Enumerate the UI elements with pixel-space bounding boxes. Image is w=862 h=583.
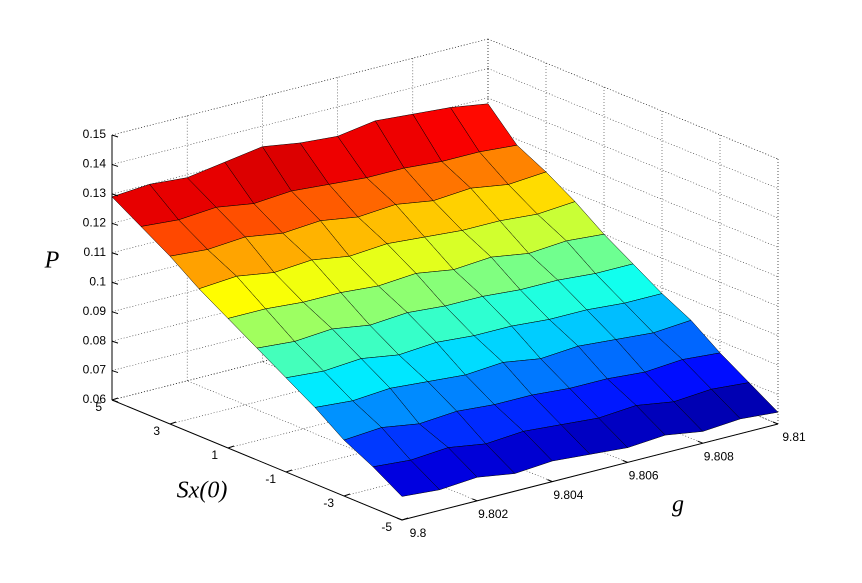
z-tick — [111, 399, 119, 403]
z-tick-label: 0.06 — [83, 392, 107, 406]
grid-line — [487, 156, 779, 278]
surface — [111, 103, 779, 497]
y-tick-label: -5 — [381, 520, 392, 534]
grid-line — [187, 380, 478, 502]
y-tick — [401, 517, 409, 521]
y-tick-label: -3 — [323, 496, 334, 510]
z-tick-label: 0.15 — [83, 127, 107, 141]
z-tick-label: 0.08 — [83, 333, 107, 347]
z-tick — [111, 222, 119, 226]
y-tick-label: 5 — [95, 400, 102, 414]
y-tick-label: 1 — [211, 448, 218, 462]
z-tick-label: 0.07 — [83, 363, 107, 377]
z-axis-label: P — [44, 248, 60, 274]
y-tick — [285, 469, 293, 473]
y-tick — [169, 421, 177, 425]
x-axis-line — [401, 423, 779, 521]
axes: 9.8 9.802 9.804 9.806 9.808 9.81 -5 -3 -1 1 3 50.06… — [83, 127, 806, 540]
x-tick-label: 9.804 — [553, 488, 583, 502]
x-tick-label: 9.808 — [704, 449, 734, 463]
z-tick-label: 0.14 — [83, 157, 107, 171]
y-axis-label: Sx(0) — [177, 478, 228, 504]
grid-line — [487, 185, 779, 307]
y-tick — [111, 397, 119, 401]
y-tick — [227, 445, 235, 449]
x-tick — [472, 498, 478, 502]
z-tick — [111, 311, 119, 315]
z-tick — [111, 281, 119, 285]
grid-line — [487, 127, 779, 248]
x-tick — [772, 421, 779, 425]
x-tick — [622, 459, 628, 463]
y-tick — [343, 493, 351, 497]
grid-line — [487, 68, 779, 189]
x-tick-label: 9.806 — [629, 469, 659, 483]
x-axis-label: g — [672, 492, 684, 518]
y-tick-label: 3 — [153, 424, 160, 438]
z-tick-label: 0.09 — [83, 304, 107, 318]
z-tick — [111, 163, 119, 167]
x-tick — [547, 479, 553, 483]
x-tick-label: 9.81 — [782, 430, 806, 444]
z-tick-label: 0.11 — [84, 245, 107, 259]
z-tick — [111, 134, 119, 138]
z-tick-label: 0.1 — [89, 274, 106, 288]
x-tick-label: 9.802 — [478, 507, 508, 521]
x-tick — [396, 517, 403, 521]
z-tick — [111, 193, 119, 197]
z-tick-label: 0.13 — [83, 186, 107, 200]
x-tick — [697, 440, 703, 444]
z-tick-label: 0.12 — [83, 216, 107, 230]
grid-line — [487, 97, 779, 219]
z-tick — [111, 252, 119, 256]
z-tick — [111, 370, 119, 374]
y-axis-line — [111, 399, 403, 521]
surface-face — [372, 459, 441, 497]
grid-line — [487, 38, 779, 160]
y-tick-label: -1 — [265, 472, 276, 486]
x-tick-label: 9.8 — [410, 526, 427, 540]
z-tick — [111, 340, 119, 344]
